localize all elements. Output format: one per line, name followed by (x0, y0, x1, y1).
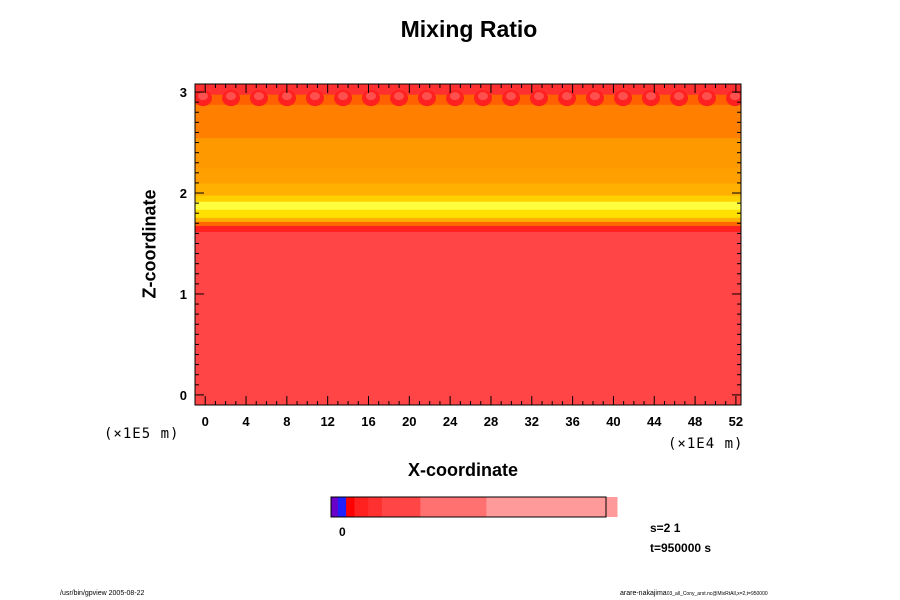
top-blob-core (618, 92, 628, 101)
top-blob-core (562, 92, 572, 101)
x-axis-unit: (×1E4 m) (668, 436, 744, 452)
t-label: t=950000 s (650, 541, 712, 555)
contour-band-2 (195, 221, 741, 226)
x-tick-label: 36 (565, 414, 579, 429)
x-tick-label: 0 (202, 414, 209, 429)
colorbar-segment-6 (420, 497, 487, 517)
footer-left: /usr/bin/gpview 2005-08-22 (60, 590, 145, 597)
contour-band-8 (195, 167, 741, 184)
top-blob-core (254, 92, 264, 101)
top-blob-core (422, 92, 432, 101)
colorbar (330, 496, 618, 518)
contour-band-5 (195, 201, 741, 210)
x-tick-label: 16 (361, 414, 375, 429)
y-tick-label: 2 (180, 186, 187, 201)
top-blob-core (366, 92, 376, 101)
x-axis-ticks: 0 4 8 12 16 20 24 28 32 36 40 44 48 52 (202, 84, 743, 429)
top-blob-core (450, 92, 460, 101)
colorbar-segment-1 (337, 497, 347, 517)
top-blob-core (338, 92, 348, 101)
contour-bands (195, 84, 741, 405)
top-blob-core (506, 92, 516, 101)
footer-right-small: 03_all_Cony_arst.nc@MixRtAll,x=2,t=95000… (666, 591, 768, 597)
colorbar-frame (330, 496, 607, 518)
top-blob-core (310, 92, 320, 101)
top-blob-core (730, 92, 740, 101)
top-blob-core (226, 92, 236, 101)
top-blob-core (534, 92, 544, 101)
footer-right: arare-nakajima03_all_Cony_arst.nc@MixRtA… (620, 590, 768, 597)
x-tick-label: 32 (525, 414, 539, 429)
colorbar-segment-0 (331, 497, 339, 517)
chart-title: Mixing Ratio (400, 16, 538, 42)
y-tick-label: 1 (180, 287, 187, 302)
x-tick-label: 44 (647, 414, 662, 429)
y-tick-label: 0 (180, 388, 187, 403)
top-blob-core (702, 92, 712, 101)
contour-band-12 (195, 84, 741, 95)
x-axis-label: X-coordinate (408, 460, 519, 480)
x-tick-label: 20 (402, 414, 416, 429)
top-blob-core (478, 92, 488, 101)
x-tick-label: 12 (320, 414, 334, 429)
colorbar-segment-2 (346, 497, 355, 517)
contour-band-4 (195, 209, 741, 218)
x-tick-label: 40 (606, 414, 620, 429)
y-axis-unit: (×1E5 m) (104, 426, 180, 442)
colorbar-segment-4 (368, 497, 383, 517)
contour-band-9 (195, 137, 741, 169)
top-blobs (195, 90, 741, 107)
top-blob-core (590, 92, 600, 101)
top-blob-core (282, 92, 292, 101)
x-tick-label: 4 (242, 414, 250, 429)
contour-band-11 (195, 94, 741, 105)
y-axis-label: Z-coordinate (139, 189, 160, 299)
contour-band-0 (195, 231, 741, 405)
s-label: s=2 1 (650, 521, 681, 535)
x-tick-label: 24 (443, 414, 458, 429)
y-tick-label: 3 (180, 85, 187, 100)
contour-band-6 (195, 195, 741, 202)
x-tick-label: 52 (729, 414, 743, 429)
x-tick-label: 8 (283, 414, 290, 429)
colorbar-segment-3 (354, 497, 369, 517)
top-blob-core (646, 92, 656, 101)
contour-band-3 (195, 217, 741, 222)
x-tick-label: 48 (688, 414, 702, 429)
x-tick-label: 28 (484, 414, 498, 429)
top-blob-core (674, 92, 684, 101)
footer-right-main: arare-nakajima (620, 590, 667, 597)
plot-frame (194, 83, 742, 406)
contour-band-1 (195, 225, 741, 232)
contour-band-10 (195, 104, 741, 139)
top-blob-core (198, 92, 208, 101)
colorbar-segment-7 (486, 497, 618, 517)
colorbar-label: 0 (339, 525, 346, 539)
colorbar-segment-5 (381, 497, 421, 517)
y-axis-ticks: 0 1 2 3 (180, 85, 741, 403)
contour-band-7 (195, 182, 741, 196)
top-blob-core (394, 92, 404, 101)
